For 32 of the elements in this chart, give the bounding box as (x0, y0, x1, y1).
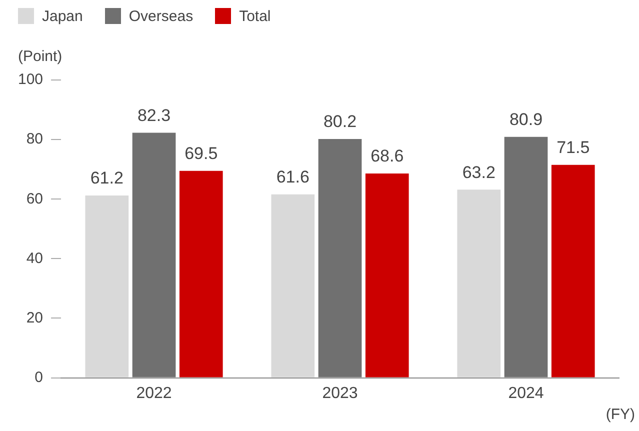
y-tick-label: 0 (34, 368, 44, 386)
y-tick-label: 80 (26, 130, 44, 148)
bar (551, 164, 595, 378)
data-label: 71.5 (556, 138, 590, 158)
data-label: 68.6 (370, 146, 404, 166)
bar (318, 138, 362, 378)
data-label: 80.2 (323, 112, 357, 132)
bar (85, 196, 129, 378)
y-axis-title: (Point) (18, 48, 62, 65)
data-label: 80.9 (509, 110, 543, 130)
y-tick-label: 100 (18, 71, 44, 88)
bar (271, 194, 315, 378)
data-label: 61.6 (276, 168, 310, 187)
legend-label: Total (238, 8, 271, 25)
y-tick-label: 20 (26, 309, 44, 326)
bar (504, 136, 548, 378)
data-label: 82.3 (137, 106, 171, 125)
bar (365, 174, 409, 378)
x-axis-title: (FY) (606, 406, 635, 423)
legend-label: Overseas (128, 8, 194, 25)
data-label: 69.5 (184, 144, 218, 164)
bar (457, 190, 501, 378)
x-tick-label: 2023 (322, 384, 358, 402)
y-tick-label: 60 (26, 190, 44, 208)
data-label: 61.2 (90, 168, 124, 188)
bar (132, 132, 176, 378)
data-label: 63.2 (462, 162, 496, 182)
legend-label: Japan (41, 8, 83, 25)
bar (179, 170, 223, 378)
y-tick-label: 40 (26, 250, 44, 267)
x-tick-label: 2024 (508, 384, 544, 402)
x-tick-label: 2022 (136, 384, 172, 402)
